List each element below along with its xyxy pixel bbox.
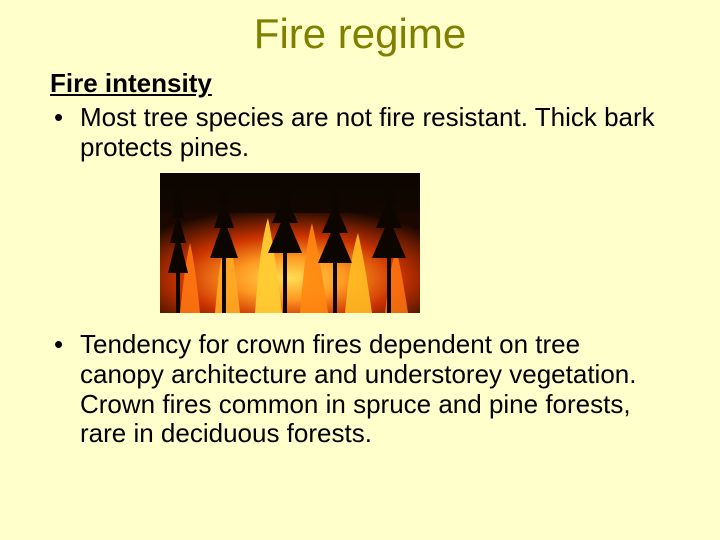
- bullet-list: Most tree species are not fire resistant…: [50, 103, 670, 163]
- bullet-item: Tendency for crown fires dependent on tr…: [50, 330, 670, 450]
- slide-container: Fire regime Fire intensity Most tree spe…: [0, 0, 720, 540]
- bullet-item: Most tree species are not fire resistant…: [50, 103, 670, 163]
- slide-title: Fire regime: [50, 10, 670, 58]
- fire-icon: [160, 173, 420, 313]
- bullet-list-2: Tendency for crown fires dependent on tr…: [50, 330, 670, 450]
- forest-fire-image: [160, 173, 420, 313]
- slide-subheading: Fire intensity: [50, 68, 670, 99]
- image-container: [50, 173, 670, 318]
